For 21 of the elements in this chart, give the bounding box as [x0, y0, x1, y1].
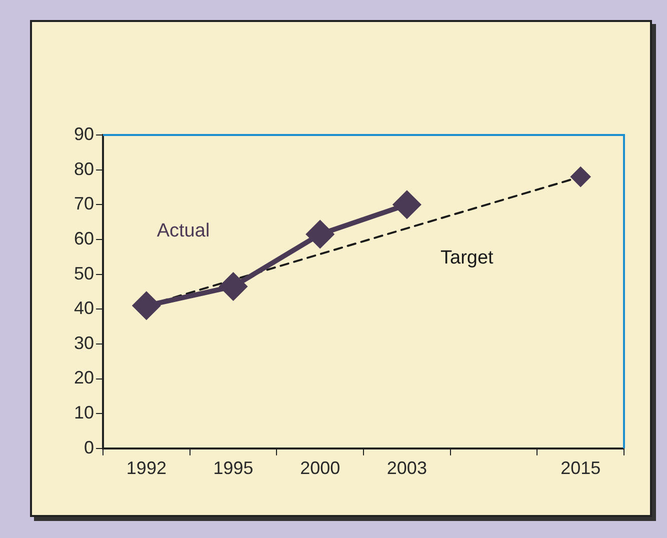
x-tick-label: 2003	[386, 458, 427, 478]
y-tick-label: 80	[74, 158, 94, 179]
y-tick-label: 70	[74, 194, 94, 214]
x-tick-label: 2015	[560, 458, 601, 478]
x-tick-label: 2000	[300, 458, 340, 478]
y-tick-label: 0	[84, 437, 94, 458]
y-tick-label: 40	[74, 298, 94, 318]
text: Actual	[156, 220, 210, 242]
y-tick-label: 60	[74, 228, 94, 248]
series-label: Target	[440, 247, 494, 268]
point	[220, 272, 247, 300]
point	[393, 191, 420, 218]
y-tick-label: 30	[74, 332, 94, 353]
y-tick-label: 90	[74, 124, 94, 144]
x-tick-label: 1992	[126, 458, 166, 478]
point	[306, 220, 334, 248]
x-tick-label: 1995	[213, 458, 254, 478]
point	[132, 292, 160, 320]
y-tick-label: 20	[74, 368, 94, 388]
y-tick-label: 10	[74, 402, 94, 423]
y-tick-label: 50	[74, 263, 94, 284]
